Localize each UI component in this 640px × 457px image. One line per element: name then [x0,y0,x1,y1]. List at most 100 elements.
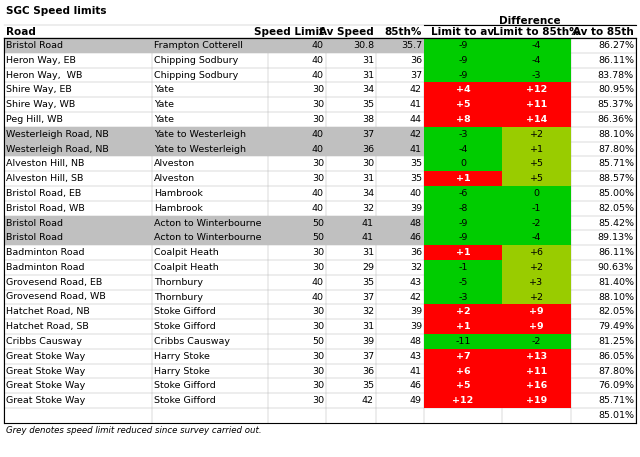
Text: 46: 46 [410,381,422,390]
Bar [424,334,502,349]
Text: Grovesend Road, EB: Grovesend Road, EB [6,278,102,287]
Bar [502,230,571,245]
Text: 50: 50 [312,218,324,228]
Text: Thornbury: Thornbury [154,278,203,287]
Text: Chipping Sodbury: Chipping Sodbury [154,56,238,65]
Text: +2: +2 [529,263,543,272]
Text: 86.11%: 86.11% [598,248,634,257]
Text: 85th%: 85th% [385,27,422,37]
Text: 88.10%: 88.10% [598,130,634,139]
Text: 43: 43 [410,352,422,361]
Text: Road: Road [6,27,36,37]
Text: 40: 40 [312,189,324,198]
Text: -2: -2 [532,218,541,228]
Bar [424,156,502,171]
Text: 49: 49 [410,396,422,405]
Text: 86.36%: 86.36% [598,115,634,124]
Text: 30: 30 [312,85,324,94]
Bar [424,142,502,156]
Text: Cribbs Causway: Cribbs Causway [6,337,82,346]
Text: -4: -4 [532,56,541,65]
Text: 42: 42 [410,130,422,139]
Text: +2: +2 [529,130,543,139]
Text: -1: -1 [458,263,468,272]
Text: 31: 31 [362,56,374,65]
Text: 41: 41 [362,218,374,228]
Text: -4: -4 [532,234,541,242]
Text: 35.7: 35.7 [401,41,422,50]
Text: 85.01%: 85.01% [598,411,634,420]
Bar [502,304,571,319]
Text: Heron Way,  WB: Heron Way, WB [6,70,83,80]
Text: -1: -1 [532,204,541,213]
Text: 42: 42 [410,85,422,94]
Text: 30: 30 [312,367,324,376]
Text: Bristol Road: Bristol Road [6,41,63,50]
Bar [424,97,502,112]
Text: 32: 32 [410,263,422,272]
Bar [502,334,571,349]
Bar [502,156,571,171]
Text: 35: 35 [362,278,374,287]
Text: Speed Limit: Speed Limit [254,27,324,37]
Text: 30: 30 [312,263,324,272]
Bar [502,364,571,378]
Text: 30: 30 [312,307,324,316]
Text: +1: +1 [456,248,470,257]
Text: 30: 30 [362,159,374,168]
Text: 36: 36 [362,367,374,376]
Text: +8: +8 [456,115,470,124]
Bar [502,38,571,53]
Text: Bristol Road, WB: Bristol Road, WB [6,204,84,213]
Text: +12: +12 [526,85,547,94]
Text: 31: 31 [362,174,374,183]
Text: Yate to Westerleigh: Yate to Westerleigh [154,130,246,139]
Text: 30: 30 [312,322,324,331]
Text: 88.10%: 88.10% [598,292,634,302]
Bar [502,319,571,334]
Text: 42: 42 [362,396,374,405]
Text: Av Speed: Av Speed [319,27,374,37]
Bar [424,349,502,364]
Bar [502,216,571,230]
Text: +2: +2 [456,307,470,316]
Text: 40: 40 [312,56,324,65]
Text: -4: -4 [532,41,541,50]
Bar [424,171,502,186]
Text: Cribbs Causway: Cribbs Causway [154,337,230,346]
Bar [4,216,424,230]
Text: +5: +5 [529,159,543,168]
Text: 38: 38 [362,115,374,124]
Bar [424,82,502,97]
Text: 85.71%: 85.71% [598,396,634,405]
Text: Frampton Cotterell: Frampton Cotterell [154,41,243,50]
Bar [502,349,571,364]
Text: Stoke Gifford: Stoke Gifford [154,381,216,390]
Text: +19: +19 [526,396,547,405]
Text: 89.13%: 89.13% [598,234,634,242]
Text: Badminton Road: Badminton Road [6,248,84,257]
Text: 86.11%: 86.11% [598,56,634,65]
Text: Av to 85th: Av to 85th [573,27,634,37]
Text: -8: -8 [458,204,468,213]
Text: 39: 39 [410,204,422,213]
Text: -6: -6 [458,189,468,198]
Text: Hambrook: Hambrook [154,189,203,198]
Bar [424,127,502,142]
Text: 30: 30 [312,381,324,390]
Text: 41: 41 [410,144,422,154]
Bar [502,245,571,260]
Text: +5: +5 [529,174,543,183]
Text: 37: 37 [362,292,374,302]
Text: 29: 29 [362,263,374,272]
Bar [424,364,502,378]
Text: Badminton Road: Badminton Road [6,263,84,272]
Text: 35: 35 [362,100,374,109]
Bar [502,275,571,290]
Text: Grovesend Road, WB: Grovesend Road, WB [6,292,106,302]
Bar [502,97,571,112]
Text: Coalpit Heath: Coalpit Heath [154,263,219,272]
Text: 32: 32 [362,307,374,316]
Text: +14: +14 [526,115,547,124]
Text: +4: +4 [456,85,470,94]
